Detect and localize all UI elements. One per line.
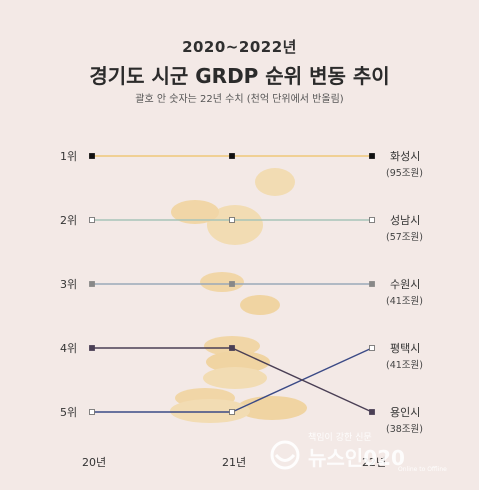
series-value-label: (95조원)	[386, 168, 423, 179]
chart-note: 괄호 안 숫자는 22년 수치 (천억 단위에서 반올림)	[135, 94, 344, 105]
series-value-label: (41조원)	[386, 296, 423, 307]
data-point	[229, 345, 235, 351]
series-value-label: (38조원)	[386, 424, 423, 435]
y-tick-label: 3위	[60, 278, 77, 291]
chart-title: 경기도 시군 GRDP 순위 변동 추이	[89, 64, 390, 88]
data-point	[369, 281, 375, 287]
x-tick-label: 21년	[222, 456, 246, 469]
newsin-logo-icon	[270, 440, 300, 470]
x-tick-label: 20년	[82, 456, 106, 469]
data-point	[229, 409, 235, 415]
coins-illustration	[170, 168, 307, 423]
data-point	[369, 153, 375, 159]
series-label: 성남시	[390, 214, 420, 227]
data-point	[89, 409, 95, 415]
watermark: 책임이 강한 신문 뉴스인020 Online to Offline	[268, 430, 468, 480]
watermark-tagline: 책임이 강한 신문	[308, 433, 372, 443]
y-tick-label: 1위	[60, 150, 77, 163]
data-point	[229, 153, 235, 159]
series-label: 평택시	[390, 342, 420, 355]
chart-subtitle: 2020~2022년	[182, 38, 297, 56]
y-tick-label: 5위	[60, 406, 77, 419]
series-value-label: (41조원)	[386, 360, 423, 371]
watermark-sub: Online to Offline	[398, 466, 447, 473]
data-point	[369, 217, 375, 223]
series-label: 용인시	[390, 406, 420, 419]
data-point	[89, 281, 95, 287]
data-point	[89, 217, 95, 223]
watermark-brand: 뉴스인020	[308, 446, 405, 470]
series-label: 화성시	[390, 150, 420, 163]
data-point	[229, 217, 235, 223]
data-point	[369, 409, 375, 415]
y-tick-label: 4위	[60, 342, 77, 355]
data-point	[89, 345, 95, 351]
series-label: 수원시	[390, 278, 420, 291]
y-tick-label: 2위	[60, 214, 77, 227]
data-point	[369, 345, 375, 351]
x-tick-label: 22년	[362, 456, 386, 469]
series-value-label: (57조원)	[386, 232, 423, 243]
data-point	[229, 281, 235, 287]
data-point	[89, 153, 95, 159]
